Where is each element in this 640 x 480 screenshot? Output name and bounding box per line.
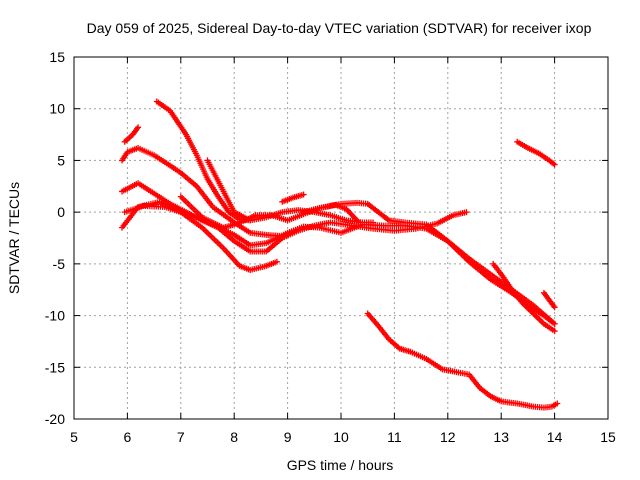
x-tick-label: 11 <box>387 429 402 445</box>
series-track-d <box>204 157 377 226</box>
data-point <box>551 161 558 168</box>
series-track-g <box>121 202 558 327</box>
x-tick-label: 13 <box>493 429 509 445</box>
chart-title: Day 059 of 2025, Sidereal Day-to-day VTE… <box>87 20 592 36</box>
x-tick-label: 7 <box>177 429 185 445</box>
y-tick-label: -15 <box>45 359 65 375</box>
y-tick-label: -10 <box>45 308 65 324</box>
data-point <box>554 400 561 407</box>
data-point <box>273 258 280 265</box>
x-tick-label: 9 <box>284 429 292 445</box>
x-tick-label: 14 <box>547 429 563 445</box>
y-tick-label: -5 <box>53 256 66 272</box>
y-axis-label: SDTVAR / TECUs <box>6 182 22 294</box>
series-track-h <box>177 193 361 231</box>
series-track-m <box>540 289 558 311</box>
series-track-a <box>121 124 142 145</box>
series-track-n <box>364 310 561 411</box>
x-tick-label: 15 <box>600 429 616 445</box>
data-point <box>550 160 557 167</box>
data-point <box>354 217 361 224</box>
x-tick-label: 8 <box>230 429 238 445</box>
data-point <box>551 304 558 311</box>
series-track-l <box>514 138 558 168</box>
x-tick-label: 10 <box>333 429 349 445</box>
series-track-i <box>279 191 307 205</box>
y-tick-label: 10 <box>49 101 65 117</box>
series-track-k <box>490 260 558 335</box>
y-tick-label: 5 <box>57 152 65 168</box>
data-point <box>551 320 558 327</box>
data-point <box>551 328 558 335</box>
grid <box>74 57 608 419</box>
y-tick-label: 15 <box>49 49 65 65</box>
x-tick-label: 12 <box>440 429 456 445</box>
series-track-j <box>300 199 558 327</box>
y-tick-label: 0 <box>57 204 65 220</box>
axis-ticks: 5 6 7 8 9 10 11 12 13 14 15 -20 -15 -10 -5 0 5 10 15 <box>45 49 616 445</box>
y-tick-label: -20 <box>45 411 65 427</box>
x-axis-label: GPS time / hours <box>287 457 394 473</box>
x-tick-label: 6 <box>124 429 132 445</box>
data-point <box>463 209 470 216</box>
x-tick-label: 5 <box>70 429 78 445</box>
data-point <box>300 191 307 198</box>
data-point <box>135 124 142 131</box>
data-points <box>119 98 561 411</box>
